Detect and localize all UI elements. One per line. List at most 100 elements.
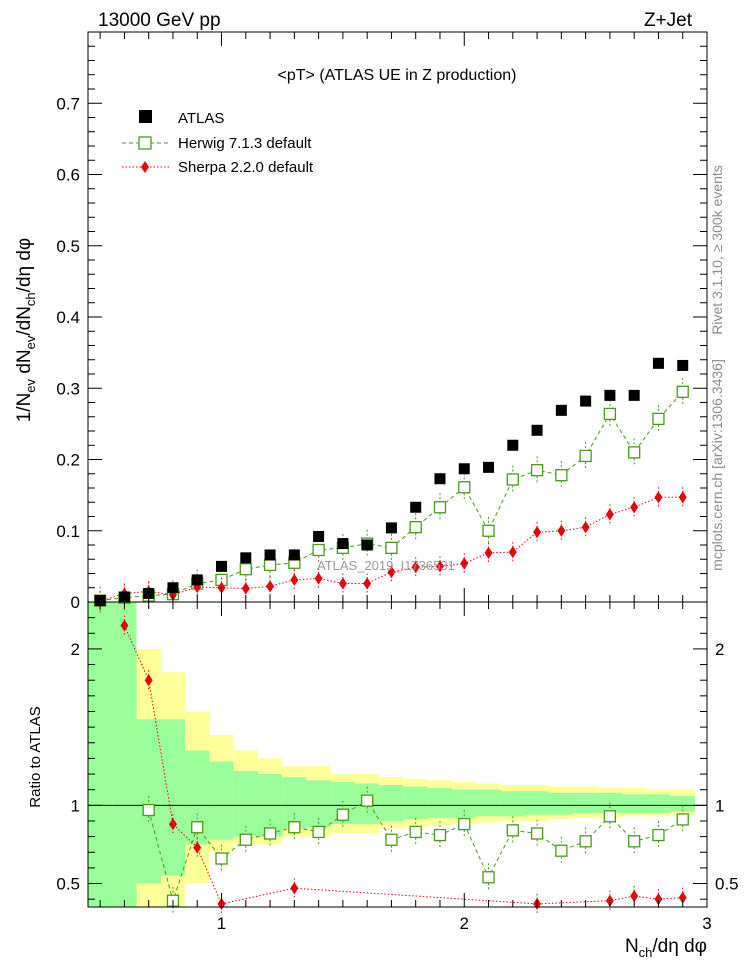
herwig-ratio-point [652, 828, 665, 842]
herwig-ratio-point [361, 794, 374, 807]
x-axis-label: Nch/dη dφ [625, 936, 707, 960]
herwig-point [506, 473, 519, 486]
atlas-point [240, 552, 252, 564]
ratio-y-tick-label: 2 [71, 640, 80, 659]
sherpa-point [363, 577, 372, 590]
herwig-point [530, 464, 544, 477]
herwig-point [628, 446, 641, 459]
herwig-point [239, 563, 252, 576]
legend: ATLAS Herwig 7.1.3 default Sherpa 2.2.0 … [122, 110, 314, 176]
atlas-point [410, 501, 422, 513]
herwig-ratio-point [409, 825, 422, 839]
band-inner-bin [209, 761, 234, 840]
sherpa-ratio-point [120, 619, 129, 632]
herwig-ratio-point [239, 833, 252, 846]
herwig-point [458, 481, 471, 494]
sherpa-point [678, 491, 687, 504]
atlas-point [677, 359, 689, 371]
herwig-ratio-point [603, 810, 617, 823]
band-inner-bin [160, 719, 186, 876]
legend-label-herwig: Herwig 7.1.3 default [178, 135, 312, 152]
ratio-bands [88, 602, 707, 907]
band-inner-bin [306, 780, 331, 828]
atlas-point [361, 539, 373, 551]
sherpa-ratio-point [678, 891, 687, 904]
band-inner-bin [524, 791, 550, 815]
atlas-point [483, 461, 495, 473]
atlas-point [604, 389, 616, 401]
atlas-point [531, 424, 543, 436]
main-y-tick-label: 0.6 [56, 166, 80, 185]
atlas-point [507, 439, 519, 451]
sherpa-point [266, 580, 275, 593]
atlas-point [167, 582, 179, 594]
sherpa-point [484, 546, 493, 559]
herwig-ratio-point [142, 803, 155, 817]
band-inner-bin [622, 794, 647, 814]
herwig-point [579, 449, 592, 463]
herwig-ratio-point [288, 821, 301, 834]
herwig-ratio-point [336, 808, 350, 821]
band-inner-bin [670, 795, 695, 812]
legend-marker-atlas [139, 110, 152, 123]
sherpa-point [508, 546, 517, 559]
main-y-tick-label: 0.1 [56, 522, 80, 541]
sherpa-ratio-point [193, 841, 202, 854]
herwig-ratio-point [530, 827, 544, 840]
mcplots-label: mcplots.cern.ch [arXiv:1306.3436] [709, 359, 725, 571]
herwig-ratio-point [628, 835, 641, 848]
atlas-point [337, 538, 349, 550]
ratio-y-axis-label: Ratio to ATLAS [27, 706, 44, 807]
herwig-point [652, 412, 665, 426]
band-inner-bin [476, 789, 501, 817]
sherpa-ratio-point [630, 890, 639, 903]
sherpa-ratio-point [168, 818, 177, 831]
herwig-point [312, 543, 325, 557]
atlas-point [216, 560, 228, 572]
ratio-y-tick-label: 1 [71, 796, 80, 815]
sherpa-point [435, 560, 444, 573]
ratio-frame [87, 601, 708, 908]
sherpa-ratio-point [654, 893, 663, 906]
atlas-point [458, 463, 470, 475]
band-inner-bin [379, 785, 404, 821]
main-y-tick-label: 0.7 [56, 94, 80, 113]
band-inner-bin [500, 791, 525, 817]
band-inner-bin [88, 602, 113, 907]
ratio-y-tick-label: 0.5 [56, 875, 80, 894]
main-y-tick-label: 0.3 [56, 379, 80, 398]
herwig-ratio-point [482, 871, 495, 884]
sherpa-point [557, 524, 566, 537]
sherpa-ratio-point [290, 882, 299, 895]
main-y-tick-label: 0.2 [56, 451, 80, 470]
ticks: 0 0.1 0.2 0.3 0.4 0.5 0.6 0.7 0.5 0.5 1 1 2 2 1 2 3 [56, 32, 739, 933]
sherpa-point [338, 577, 347, 590]
sherpa-point [241, 582, 250, 595]
band-inner-bin [427, 788, 453, 818]
herwig-point [676, 385, 689, 398]
band-inner-bin [452, 789, 477, 818]
herwig-point [433, 501, 447, 514]
herwig-ratio-point [676, 813, 689, 826]
atlas-point [385, 522, 397, 534]
herwig-ratio-point [191, 821, 204, 834]
legend-marker-herwig [138, 136, 152, 150]
atlas-point [313, 530, 325, 542]
atlas-point [264, 549, 276, 561]
atlas-point [555, 404, 567, 416]
sherpa-point [314, 572, 323, 585]
herwig-ratio-point [458, 817, 471, 831]
atlas-point [652, 357, 664, 369]
herwig-ratio-point [506, 824, 519, 837]
sherpa-point [387, 566, 396, 579]
main-y-tick-label: 0.4 [56, 308, 80, 327]
x-tick-label: 3 [702, 914, 711, 933]
herwig-ratio-point [385, 833, 398, 846]
herwig-point [482, 524, 495, 537]
sherpa-point [460, 557, 469, 570]
band-inner-bin [282, 777, 307, 829]
atlas-point [288, 549, 300, 561]
herwig-ratio-point [579, 835, 592, 848]
sherpa-point [630, 501, 639, 514]
sherpa-point [290, 573, 299, 586]
